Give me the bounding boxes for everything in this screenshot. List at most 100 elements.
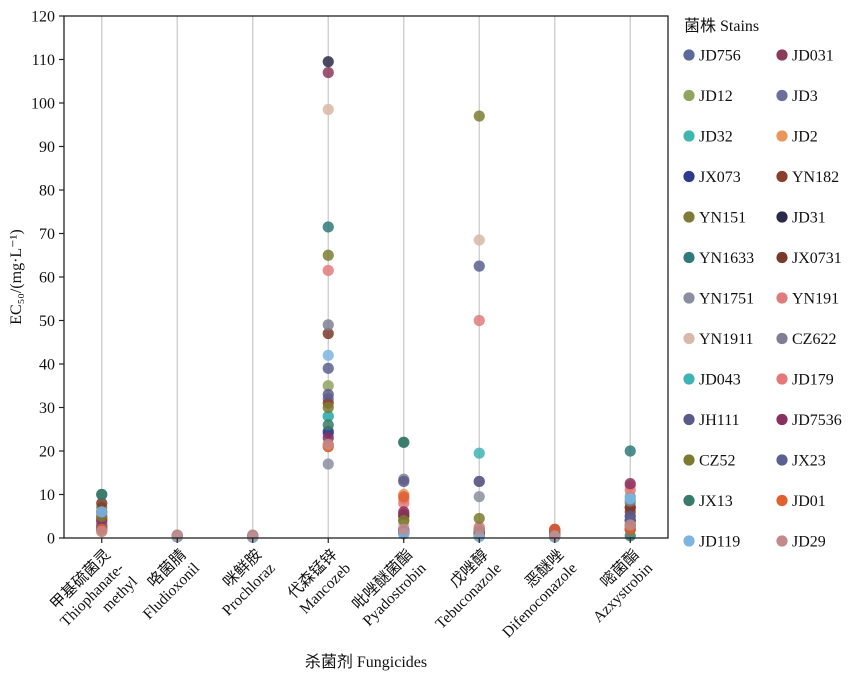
point-YN191 xyxy=(473,314,485,327)
legend-label-YN1911: YN1911 xyxy=(699,331,754,348)
legend-marker-JD29 xyxy=(776,535,788,547)
point-JD12 xyxy=(322,380,334,392)
legend-marker-YN1633 xyxy=(683,251,695,264)
point-YN1911 xyxy=(473,234,485,246)
legend-marker-JX0731 xyxy=(776,251,788,264)
y-tick-label: 10 xyxy=(39,487,55,504)
point-CZ52 xyxy=(322,401,334,414)
point-YN1911 xyxy=(322,103,334,116)
legend-label-JD32: JD32 xyxy=(699,129,733,146)
point-YN191 xyxy=(322,264,334,277)
point-JX13 xyxy=(96,488,108,501)
point-JD29 xyxy=(96,525,108,538)
point-JD29 xyxy=(473,523,485,535)
point-JD29 xyxy=(322,438,334,451)
legend-label-JX0731: JX0731 xyxy=(792,250,842,267)
y-tick-label: 50 xyxy=(39,313,55,330)
legend-marker-JD01 xyxy=(776,494,788,507)
point-JD7536 xyxy=(398,506,410,518)
legend-label-JX13: JX13 xyxy=(699,493,733,510)
legend-label-JD01: JD01 xyxy=(792,493,826,510)
y-tick-label: 0 xyxy=(47,531,55,548)
point-JD29 xyxy=(398,523,410,535)
point-CZ52 xyxy=(473,512,485,525)
legend-marker-CZ622 xyxy=(776,332,788,345)
point-JX23 xyxy=(473,260,485,272)
point-CZ622 xyxy=(322,319,334,331)
legend-marker-JD043 xyxy=(683,373,695,385)
y-tick-label: 80 xyxy=(39,183,55,200)
legend-marker-JD7536 xyxy=(776,413,788,426)
legend-marker-JD031 xyxy=(776,49,788,61)
point-JH111 xyxy=(398,475,410,488)
y-tick-label: 60 xyxy=(39,270,55,287)
legend-label-YN191: YN191 xyxy=(792,291,839,308)
legend-marker-JX13 xyxy=(683,494,695,507)
legend-label-JD12: JD12 xyxy=(699,88,733,105)
legend-label-JD3: JD3 xyxy=(792,88,818,105)
vertical-grid xyxy=(101,16,631,538)
point-JD29 xyxy=(624,519,636,531)
legend-marker-JX23 xyxy=(776,454,788,466)
y-tick-label: 30 xyxy=(39,400,55,417)
legend-label-JD031: JD031 xyxy=(792,48,834,65)
y-tick-label: 100 xyxy=(31,96,55,113)
y-tick-label: 90 xyxy=(39,139,55,156)
point-JD7536 xyxy=(624,478,636,490)
point-JD119 xyxy=(96,506,108,518)
legend-marker-JD12 xyxy=(683,89,695,102)
legend: 菌株 Stains JD756 JD031 JD12 JD3 JD32 JD2 JX073 Y… xyxy=(683,17,842,551)
legend-label-JD7536: JD7536 xyxy=(792,412,842,429)
point-JX13 xyxy=(398,436,410,448)
legend-marker-JD32 xyxy=(683,130,695,142)
legend-marker-JD179 xyxy=(776,373,788,385)
legend-label-JD119: JD119 xyxy=(699,534,740,551)
point-YN1751 xyxy=(322,458,334,470)
point-YN151 xyxy=(473,110,485,122)
y-axis-ticks: 0 10 20 30 40 50 60 70 80 90 100 110 120 xyxy=(31,9,64,548)
x-axis-title: 杀菌剂 Fungicides xyxy=(305,653,427,671)
point-JX0731 xyxy=(322,327,334,340)
point-JX23 xyxy=(322,362,334,374)
point-JX0731 xyxy=(96,497,108,509)
legend-label-JH111: JH111 xyxy=(699,412,740,429)
legend-label-YN1751: YN1751 xyxy=(699,291,754,308)
point-JD119 xyxy=(624,493,636,505)
legend-label-YN1633: YN1633 xyxy=(699,250,754,267)
y-tick-label: 70 xyxy=(39,226,55,243)
point-JH111 xyxy=(473,475,485,488)
legend-marker-YN182 xyxy=(776,170,788,183)
legend-label-JX073: JX073 xyxy=(699,169,741,186)
legend-label-JD2: JD2 xyxy=(792,129,818,146)
legend-label-CZ52: CZ52 xyxy=(699,453,735,470)
point-JD043 xyxy=(322,410,334,422)
legend-label-JD756: JD756 xyxy=(699,48,741,65)
point-JD31 xyxy=(322,56,334,68)
legend-marker-YN1751 xyxy=(683,292,695,304)
point-JD043 xyxy=(473,447,485,459)
legend-marker-JD3 xyxy=(776,89,788,102)
legend-label-JD043: JD043 xyxy=(699,372,741,389)
legend-marker-JD119 xyxy=(683,535,695,547)
legend-marker-JD31 xyxy=(776,211,788,223)
point-YN1633 xyxy=(624,445,636,457)
legend-title: 菌株 Stains xyxy=(684,17,759,35)
point-JD119 xyxy=(322,349,334,361)
legend-label-CZ622: CZ622 xyxy=(792,331,836,348)
legend-marker-JH111 xyxy=(683,413,695,426)
legend-marker-CZ52 xyxy=(683,454,695,466)
plot-frame xyxy=(63,15,669,539)
point-YN1751 xyxy=(473,491,485,503)
y-tick-label: 120 xyxy=(31,9,55,26)
point-YN1633 xyxy=(322,221,334,233)
y-tick-label: 40 xyxy=(39,357,55,374)
legend-label-JD179: JD179 xyxy=(792,372,834,389)
legend-marker-JD756 xyxy=(683,49,695,61)
legend-marker-JD2 xyxy=(776,130,788,142)
